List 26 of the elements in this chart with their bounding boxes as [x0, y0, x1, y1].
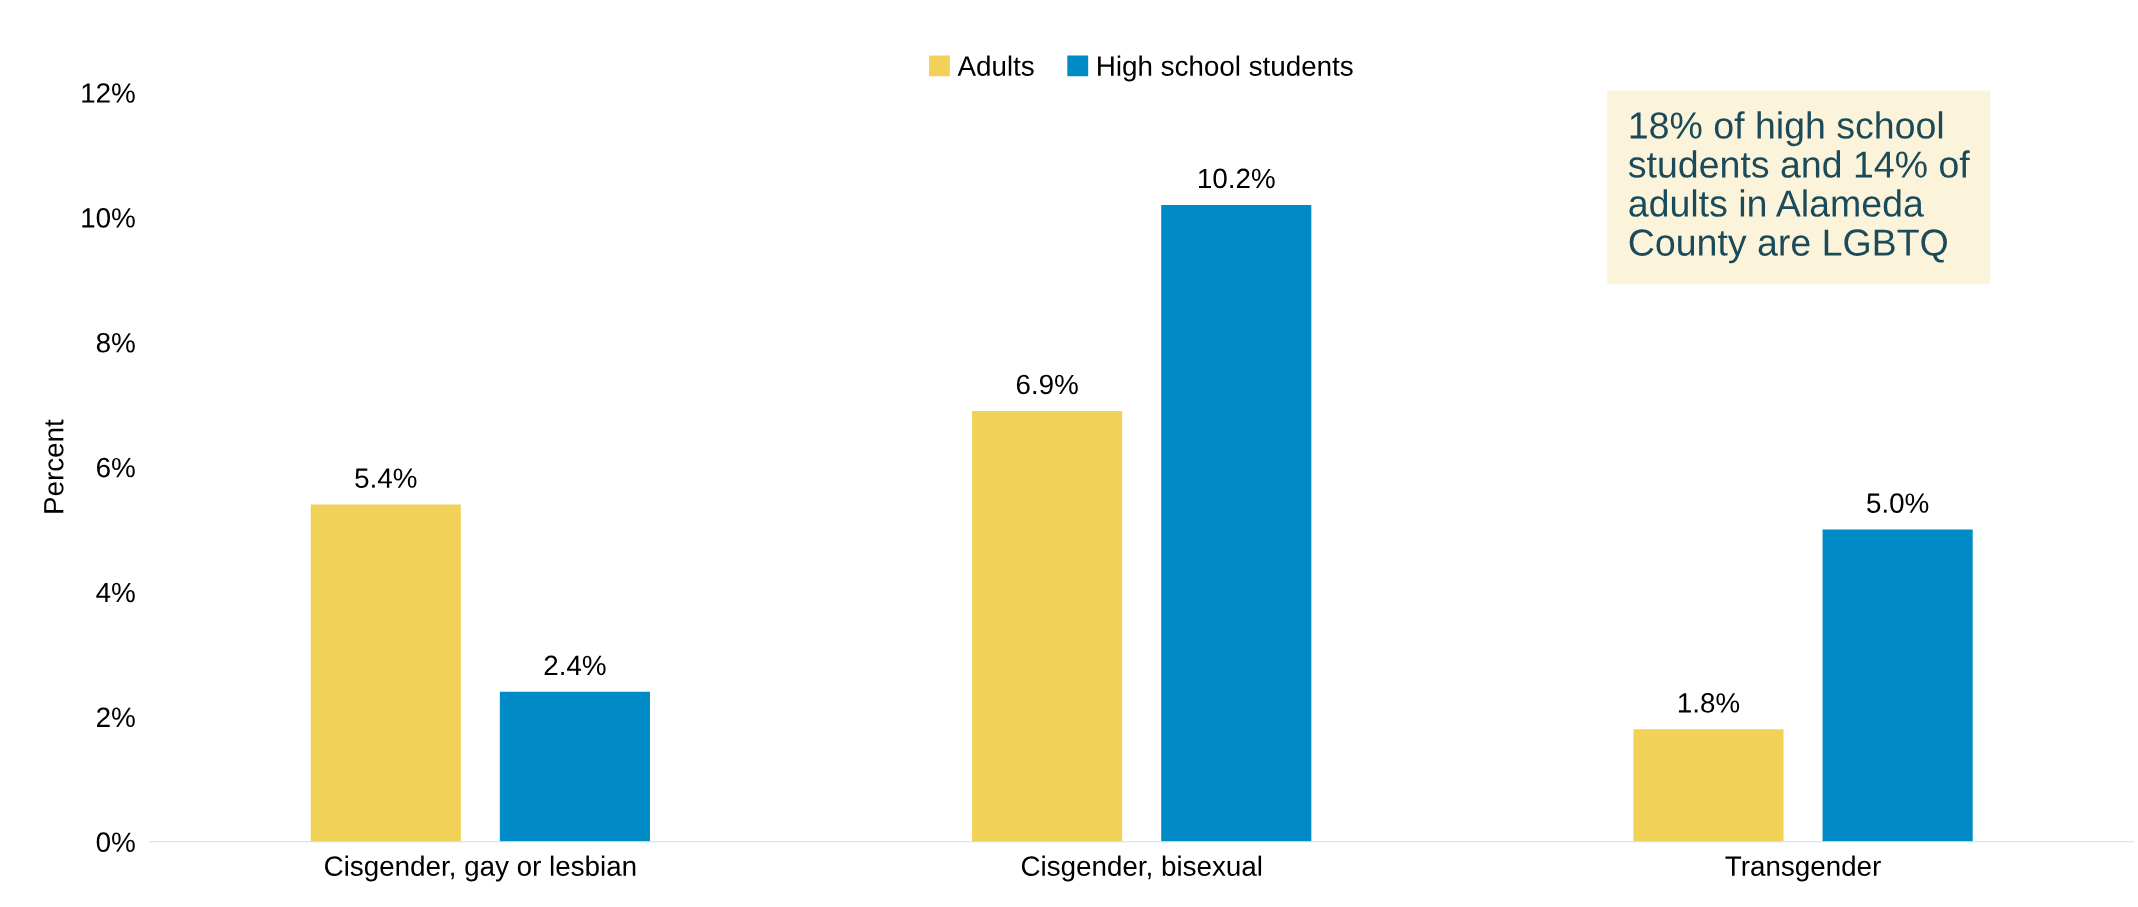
- y-tick-label: 0%: [96, 832, 135, 853]
- y-tick-label: 6%: [97, 457, 135, 478]
- data-label: 6.9%: [1016, 374, 1078, 395]
- bar: [972, 410, 1123, 842]
- legend-label: Adults: [957, 55, 1034, 76]
- y-axis-title: Percent: [44, 419, 64, 513]
- annotation: 18% of high school students and 14% of adults in Alameda County are LGBTQ: [1628, 111, 1970, 264]
- x-tick-label: Cisgender, bisexual: [1021, 855, 1262, 882]
- y-tick-label: 12%: [82, 83, 135, 103]
- data-label: 2.4%: [544, 655, 606, 676]
- y-tick-label: 2%: [97, 707, 135, 728]
- bar: [499, 691, 650, 842]
- x-tick-label: Cisgender, gay or lesbian: [325, 855, 636, 882]
- bar: [1633, 729, 1784, 842]
- data-label: 1.8%: [1678, 693, 1740, 713]
- x-tick-label: Transgender: [1725, 855, 1881, 882]
- data-label: 10.2%: [1199, 168, 1275, 189]
- data-label: 5.0%: [1867, 493, 1929, 513]
- y-tick-label: 4%: [96, 582, 135, 603]
- legend-label: High school students: [1098, 55, 1353, 82]
- bar: [1822, 529, 1973, 842]
- y-tick-label: 8%: [96, 332, 135, 353]
- y-tick-label: 10%: [82, 208, 135, 228]
- data-label: 5.4%: [355, 468, 417, 488]
- bar: [1161, 204, 1312, 842]
- bar: [310, 504, 461, 842]
